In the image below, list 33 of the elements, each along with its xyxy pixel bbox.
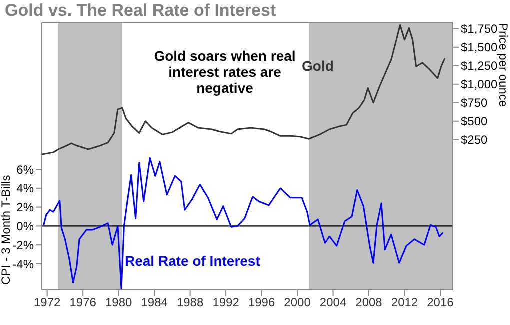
y-tick-label: 2% (16, 200, 34, 215)
x-tick-label: 2004 (320, 296, 347, 310)
line-series (43, 157, 444, 290)
x-tick-label: 1972 (34, 296, 62, 310)
text: Gold (302, 58, 334, 74)
line-series (42, 24, 446, 156)
y-tick-label: 6% (16, 162, 34, 177)
y2-tick-label: $250 (461, 133, 488, 148)
y-axis-title: CPI - 3 Month T-Bills (0, 175, 13, 285)
x-tick-label: 1988 (176, 296, 204, 310)
y2-tick-label: $1,000 (461, 78, 498, 92)
y2-tick-label: $500 (461, 114, 488, 129)
y2-axis-title: Price per ounce (496, 23, 510, 108)
y2-tick-label: $750 (461, 96, 488, 110)
x-tick-label: 1996 (248, 296, 276, 310)
y-tick-label: 4% (16, 182, 34, 196)
x-tick-label: 1976 (70, 296, 97, 310)
y-tick-label: -2% (12, 238, 34, 252)
y-tick-label: 0% (16, 219, 34, 234)
chart-title: Gold vs. The Real Rate of Interest (5, 1, 276, 21)
annotation: Gold soars when real interest rates are negative (153, 48, 297, 96)
y2-tick-label: $1,500 (461, 40, 498, 55)
y2-tick-label: $1,250 (461, 59, 498, 74)
x-tick-label: 2008 (356, 296, 383, 310)
y2-tick-label: $1,750 (461, 22, 498, 36)
x-tick-label: 1980 (105, 296, 133, 310)
series-label: Real Rate of Interest (125, 253, 260, 269)
x-tick-label: 2000 (284, 296, 312, 310)
y-tick-label: -4% (12, 257, 34, 272)
x-tick-label: 2016 (427, 296, 454, 310)
x-tick-label: 1992 (212, 296, 240, 310)
x-tick-label: 1984 (141, 296, 168, 310)
x-tick-label: 2012 (391, 296, 418, 310)
